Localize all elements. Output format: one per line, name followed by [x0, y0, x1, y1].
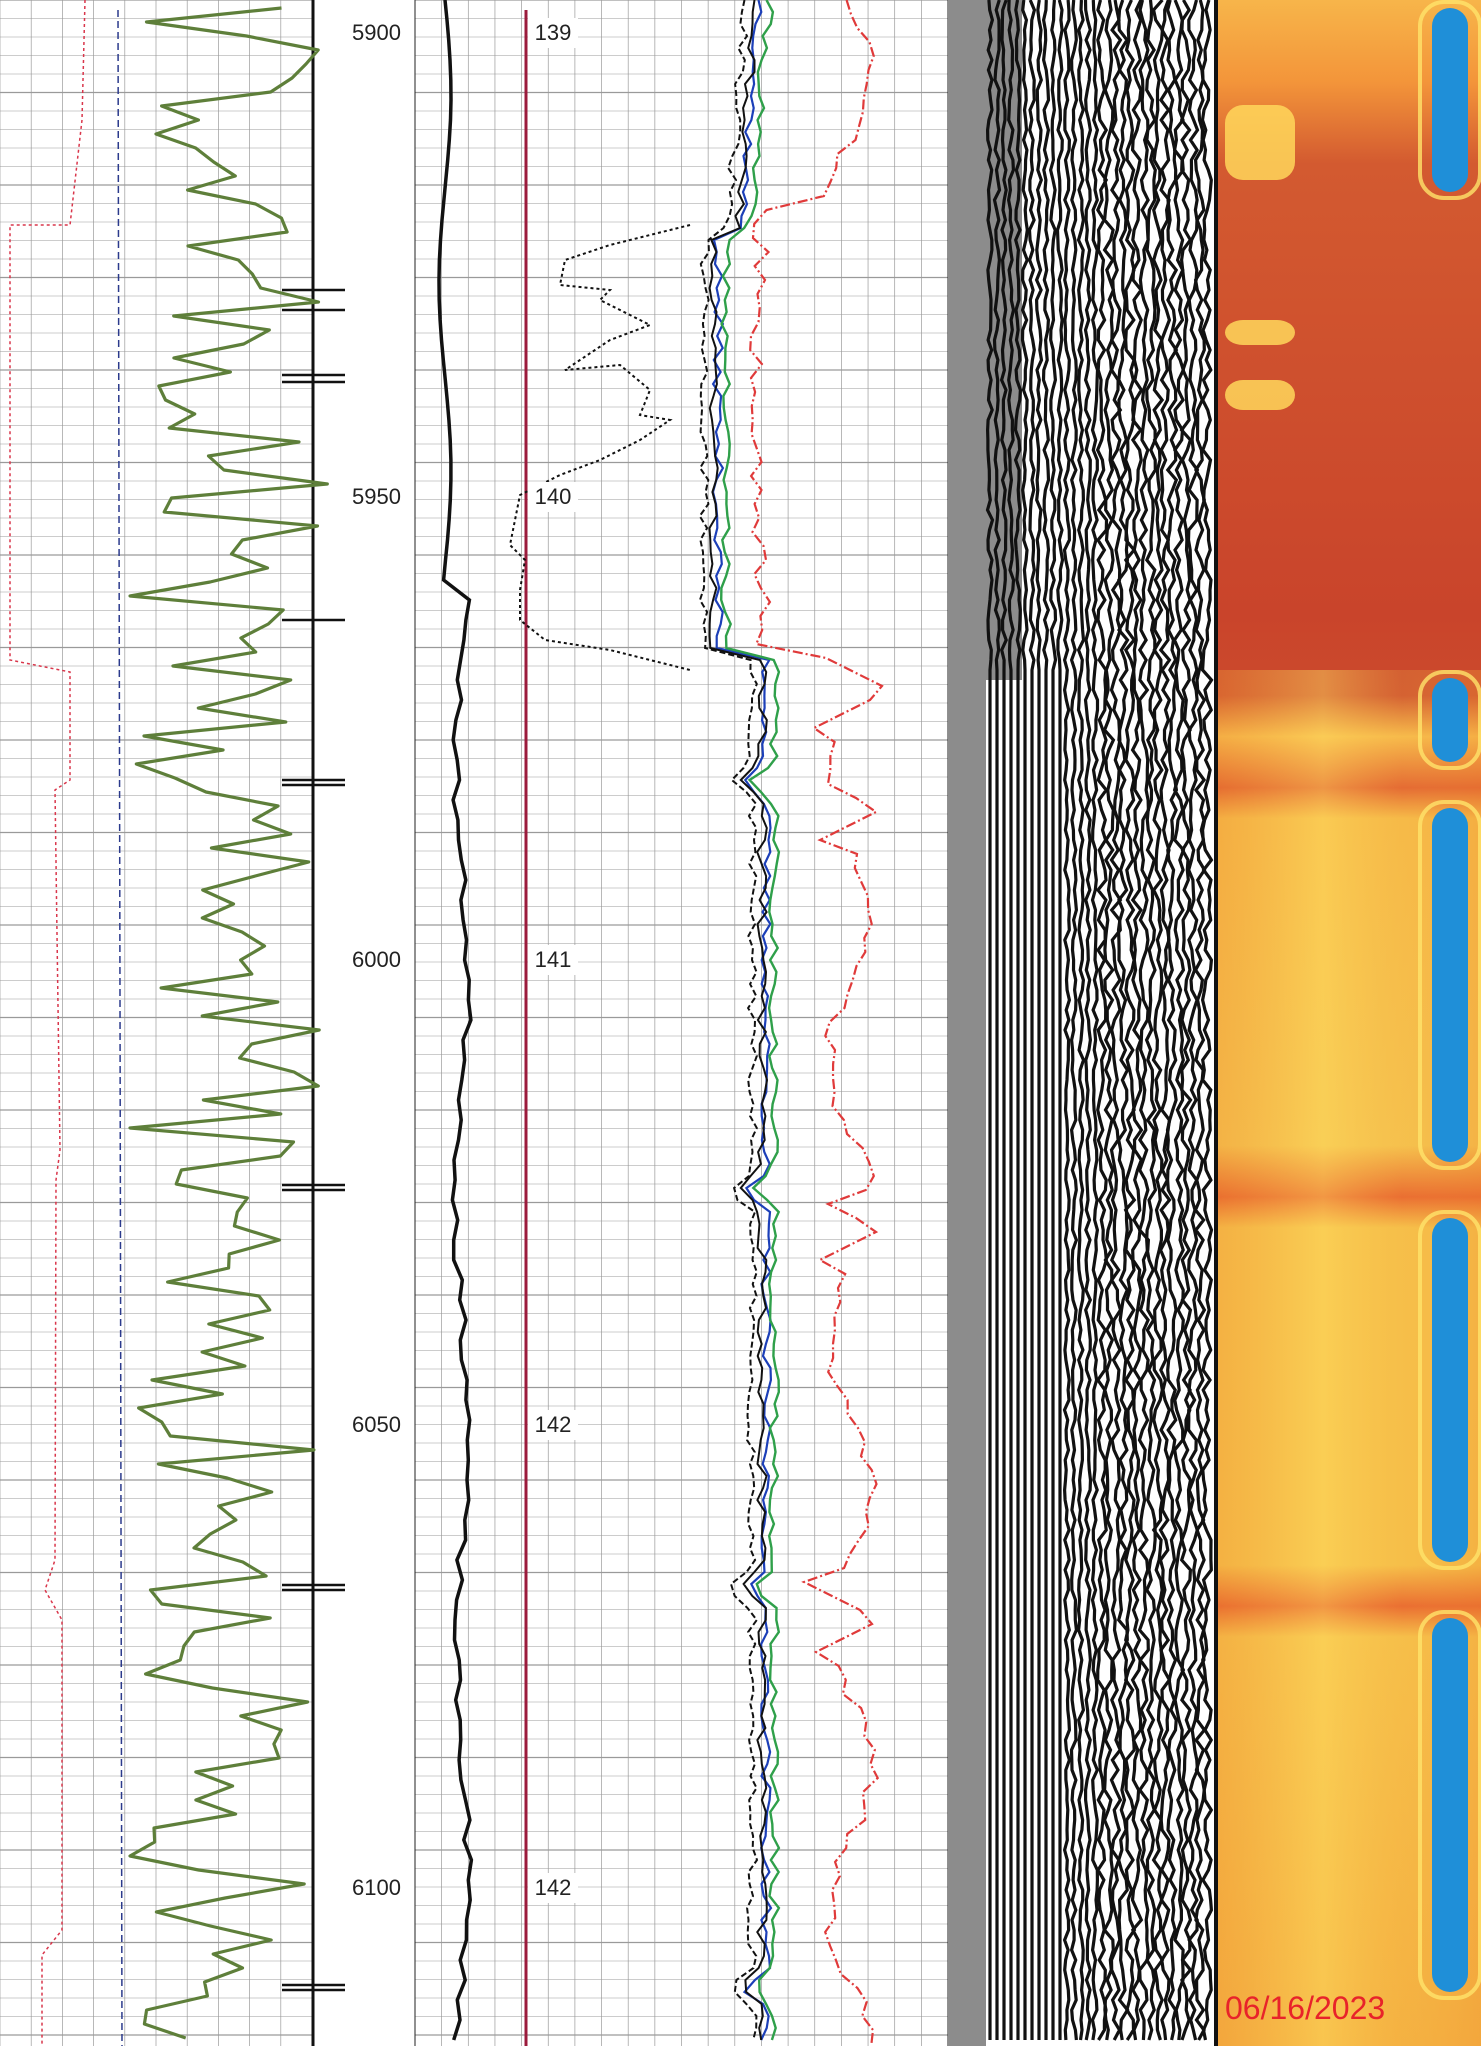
heatmap-cool-spot	[1225, 105, 1295, 180]
seismic-waveform-panel	[948, 0, 1218, 2046]
seismic-trace	[1013, 0, 1023, 2040]
heatmap-blue-zone	[1432, 8, 1468, 192]
log-grid	[0, 0, 949, 2046]
resistivity-red-curve	[749, 0, 884, 2045]
seismic-trace	[1130, 0, 1144, 2041]
seismic-trace	[1041, 0, 1051, 2040]
seismic-trace	[1069, 0, 1079, 2041]
heatmap-blue-halo	[1418, 670, 1481, 770]
seismic-trace	[1034, 0, 1044, 2040]
seismic-trace	[1027, 0, 1037, 2040]
heatmap-blue-halo	[1418, 1610, 1481, 2000]
seismic-trace	[1123, 0, 1137, 2041]
heatmap-blue-halo	[1418, 0, 1481, 200]
depth-label-6100: 6100	[352, 1873, 412, 1903]
resistivity-black-curve	[708, 0, 769, 2041]
seismic-trace	[999, 0, 1008, 2040]
heatmap-blue-zone	[1432, 808, 1468, 1162]
seismic-trace	[1095, 0, 1109, 2041]
seismic-gray-band	[948, 0, 986, 2046]
seismic-trace	[1090, 0, 1100, 2041]
seismic-trace	[1179, 0, 1193, 2041]
seismic-trace	[1172, 0, 1186, 2041]
date-stamp: 06/16/2023	[1225, 1990, 1386, 2026]
heatmap-panel	[1218, 0, 1481, 2046]
heatmap-blue-zone	[1432, 678, 1468, 762]
temperature-label-5: 142	[528, 1873, 578, 1903]
temperature-label-3: 141	[528, 945, 578, 975]
blue-dashed-curve	[117, 9, 123, 2046]
seismic-trace	[1055, 0, 1065, 2040]
heatmap-blue-zone	[1432, 1618, 1468, 1992]
resistivity-green-curve	[719, 0, 781, 2041]
depth-label-6050: 6050	[352, 1410, 412, 1440]
heatmap-cool-spot	[1225, 380, 1295, 410]
seismic-trace	[1020, 0, 1029, 2040]
seismic-trace	[1062, 0, 1072, 2041]
red-dotted-curve	[9, 0, 86, 2046]
seismic-trace	[1144, 0, 1158, 2041]
seismic-trace	[985, 0, 995, 2040]
log-curves	[9, 0, 884, 2046]
depth-label-5950: 5950	[352, 482, 412, 512]
temperature-label-2: 140	[528, 482, 578, 512]
heatmap-cool-spot	[1225, 320, 1295, 345]
seismic-trace	[1083, 0, 1093, 2041]
seismic-trace	[1186, 0, 1200, 2041]
seismic-trace	[1200, 0, 1214, 2041]
heatmap-blue-halo	[1418, 1210, 1481, 1570]
porosity-curve	[508, 224, 691, 671]
depth-label-6000: 6000	[352, 945, 412, 975]
gamma-ray-curve	[128, 6, 329, 2040]
heatmap-blue-halo	[1418, 800, 1481, 1170]
seismic-trace	[992, 0, 1002, 2040]
heatmap-blue-zone	[1432, 1218, 1468, 1562]
seismic-trace	[1109, 0, 1123, 2041]
temperature-label-4: 142	[528, 1410, 578, 1440]
seismic-trace	[1076, 0, 1086, 2041]
seismic-trace	[1048, 0, 1058, 2040]
depth-label-5900: 5900	[352, 18, 412, 48]
resistivity-deep-curve	[698, 0, 759, 2041]
temperature-label-1: 139	[528, 18, 578, 48]
caliper-curve	[437, 0, 474, 2041]
seismic-trace	[1006, 0, 1016, 2040]
seismic-trace	[1158, 0, 1172, 2041]
seismic-trace	[1193, 0, 1207, 2041]
